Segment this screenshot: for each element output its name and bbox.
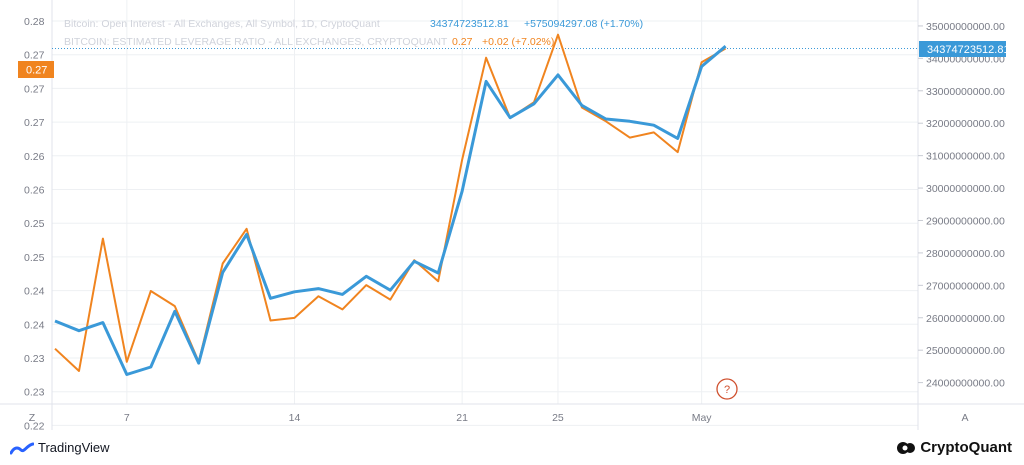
cryptoquant-icon xyxy=(897,441,916,454)
right-tick-label: 26000000000.00 xyxy=(926,313,1005,325)
right-tick-label: 33000000000.00 xyxy=(926,86,1005,98)
left-axis-ticks: 0.28 0.27 0.27 0.27 0.26 0.26 0.25 0.25 0.24 0.24… xyxy=(24,16,45,432)
chart-svg: 0.28 0.27 0.27 0.27 0.26 0.26 0.25 0.25 0.24 0.24… xyxy=(0,0,1024,434)
left-price-badge-text: 0.27 xyxy=(26,65,47,77)
right-tick-label: 27000000000.00 xyxy=(926,280,1005,292)
right-tick-label: 35000000000.00 xyxy=(926,21,1005,33)
legend-oi-change: +575094297.08 (+1.70%) xyxy=(524,18,643,30)
left-tick-label: 0.22 xyxy=(24,420,45,432)
left-scale-button[interactable]: Z xyxy=(29,412,36,424)
cryptoquant-logo[interactable]: CryptoQuant xyxy=(896,439,1012,456)
right-tick-label: 25000000000.00 xyxy=(926,345,1005,357)
leverage-ratio-line xyxy=(54,33,727,372)
left-tick-label: 0.27 xyxy=(24,50,45,62)
chart-background xyxy=(0,0,1024,434)
left-tick-label: 0.27 xyxy=(24,117,45,129)
legend-oi-value: 34374723512.81 xyxy=(430,18,509,30)
left-tick-label: 0.23 xyxy=(24,387,45,399)
tradingview-icon xyxy=(10,442,34,454)
right-tick-label: 30000000000.00 xyxy=(926,183,1005,195)
legend-lev-value: 0.27 xyxy=(452,36,473,48)
series-layer xyxy=(54,33,727,376)
left-tick-label: 0.27 xyxy=(24,83,45,95)
left-tick-label: 0.26 xyxy=(24,185,45,197)
right-price-badge xyxy=(919,41,1006,57)
x-tick-label: 21 xyxy=(456,412,468,424)
legend-lev-change: +0.02 (+7.02%) xyxy=(482,36,554,48)
left-tick-label: 0.28 xyxy=(24,16,45,28)
right-tick-label: 29000000000.00 xyxy=(926,215,1005,227)
right-price-badge-text: 34374723512.81 xyxy=(927,44,1010,56)
x-tick-label: 25 xyxy=(552,412,564,424)
left-tick-label: 0.25 xyxy=(24,252,45,264)
open-interest-line xyxy=(54,45,727,376)
question-marker-text: ? xyxy=(724,384,730,396)
footer: TradingView CryptoQuant xyxy=(0,434,1024,465)
left-price-badge xyxy=(18,61,54,78)
left-tick-label: 0.26 xyxy=(24,151,45,163)
cryptoquant-label: CryptoQuant xyxy=(920,439,1012,456)
left-tick-label: 0.23 xyxy=(24,353,45,365)
x-tick-label: 14 xyxy=(289,412,301,424)
left-tick-label: 0.24 xyxy=(24,286,45,298)
legend-oi-title: Bitcoin: Open Interest - All Exchanges, … xyxy=(64,18,380,30)
left-tick-label: 0.24 xyxy=(24,319,45,331)
x-tick-label: 7 xyxy=(124,412,130,424)
tradingview-label: TradingView xyxy=(38,440,110,455)
right-tick-label: 24000000000.00 xyxy=(926,378,1005,390)
right-scale-button[interactable]: A xyxy=(961,412,968,424)
left-tick-label: 0.25 xyxy=(24,218,45,230)
x-axis-ticks: 7 14 21 25 May xyxy=(124,412,712,424)
right-tick-label: 28000000000.00 xyxy=(926,248,1005,260)
tradingview-logo[interactable]: TradingView xyxy=(10,440,110,455)
question-marker[interactable] xyxy=(716,378,738,400)
x-tick-label: May xyxy=(692,412,713,424)
right-tick-label: 32000000000.00 xyxy=(926,118,1005,130)
legend-lev-title: BITCOIN: ESTIMATED LEVERAGE RATIO - ALL … xyxy=(64,36,448,48)
right-tick-label: 31000000000.00 xyxy=(926,151,1005,163)
